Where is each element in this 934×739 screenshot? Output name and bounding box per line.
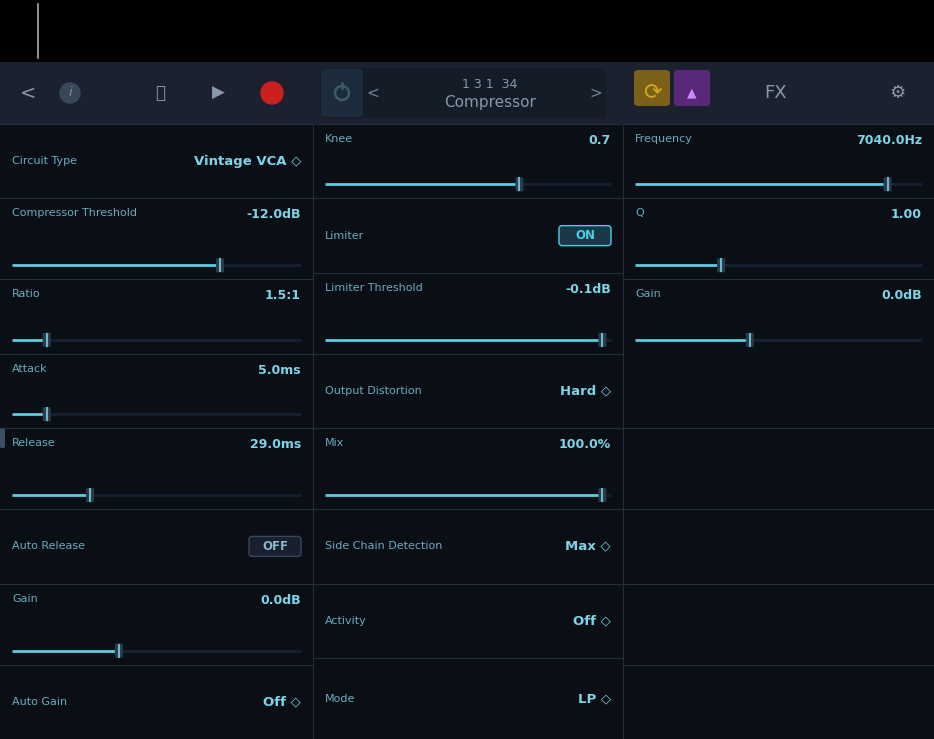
- Text: Mix: Mix: [325, 438, 345, 449]
- FancyBboxPatch shape: [884, 177, 892, 191]
- Circle shape: [261, 82, 283, 104]
- FancyBboxPatch shape: [717, 259, 725, 273]
- Text: <: <: [367, 86, 379, 101]
- FancyBboxPatch shape: [599, 488, 606, 503]
- Text: Frequency: Frequency: [635, 134, 693, 144]
- Text: ⏮: ⏮: [155, 84, 165, 102]
- Text: -0.1dB: -0.1dB: [565, 283, 611, 296]
- Text: 1 3 1  34: 1 3 1 34: [462, 78, 517, 90]
- Text: 1.00: 1.00: [891, 208, 922, 222]
- FancyBboxPatch shape: [559, 225, 611, 245]
- Text: Off ◇: Off ◇: [263, 695, 301, 708]
- Text: 0.7: 0.7: [588, 134, 611, 147]
- FancyBboxPatch shape: [43, 333, 50, 347]
- Text: Auto Gain: Auto Gain: [12, 697, 67, 706]
- FancyBboxPatch shape: [746, 333, 754, 347]
- Text: Activity: Activity: [325, 616, 367, 626]
- Text: Auto Release: Auto Release: [12, 542, 85, 551]
- Text: 0.0dB: 0.0dB: [261, 593, 301, 607]
- Text: OFF: OFF: [262, 540, 288, 553]
- FancyBboxPatch shape: [86, 488, 94, 503]
- Text: 0.0dB: 0.0dB: [882, 290, 922, 302]
- Text: Release: Release: [12, 438, 56, 449]
- Text: Compressor Threshold: Compressor Threshold: [12, 208, 137, 219]
- FancyBboxPatch shape: [634, 70, 670, 106]
- Text: Gain: Gain: [12, 593, 37, 604]
- FancyBboxPatch shape: [599, 333, 606, 347]
- Text: >: >: [589, 86, 602, 101]
- Text: ⚙: ⚙: [889, 84, 905, 102]
- FancyBboxPatch shape: [320, 68, 606, 118]
- Text: Output Distortion: Output Distortion: [325, 386, 422, 396]
- Text: i: i: [68, 86, 72, 100]
- Circle shape: [60, 83, 80, 103]
- Text: FX: FX: [765, 84, 787, 102]
- Text: Vintage VCA ◇: Vintage VCA ◇: [193, 154, 301, 168]
- Text: Ratio: Ratio: [12, 290, 40, 299]
- FancyBboxPatch shape: [0, 428, 5, 449]
- FancyBboxPatch shape: [216, 259, 224, 273]
- Text: 5.0ms: 5.0ms: [259, 364, 301, 377]
- Text: ▶: ▶: [212, 84, 224, 102]
- Text: Max ◇: Max ◇: [565, 540, 611, 553]
- Text: Hard ◇: Hard ◇: [559, 384, 611, 398]
- FancyBboxPatch shape: [115, 644, 123, 658]
- Bar: [0, 62, 934, 124]
- Text: 7040.0Hz: 7040.0Hz: [856, 134, 922, 147]
- Text: -12.0dB: -12.0dB: [247, 208, 301, 222]
- Text: Off ◇: Off ◇: [573, 614, 611, 627]
- Text: Limiter: Limiter: [325, 231, 364, 241]
- Text: Gain: Gain: [635, 290, 660, 299]
- Text: ⟳: ⟳: [643, 83, 661, 103]
- Text: Attack: Attack: [12, 364, 48, 374]
- FancyBboxPatch shape: [674, 70, 710, 106]
- Text: 1.5:1: 1.5:1: [265, 290, 301, 302]
- Text: Limiter Threshold: Limiter Threshold: [325, 283, 423, 293]
- Text: Circuit Type: Circuit Type: [12, 156, 77, 166]
- Text: <: <: [20, 84, 36, 103]
- Text: Mode: Mode: [325, 693, 355, 704]
- FancyBboxPatch shape: [43, 407, 50, 421]
- Text: 100.0%: 100.0%: [559, 438, 611, 452]
- Text: Q: Q: [635, 208, 644, 219]
- FancyBboxPatch shape: [249, 537, 301, 556]
- Text: Knee: Knee: [325, 134, 353, 144]
- Text: LP ◇: LP ◇: [578, 692, 611, 705]
- FancyBboxPatch shape: [516, 177, 523, 191]
- Text: Side Chain Detection: Side Chain Detection: [325, 542, 443, 551]
- Text: 29.0ms: 29.0ms: [249, 438, 301, 452]
- Text: Compressor: Compressor: [444, 95, 536, 109]
- Bar: [0, 0, 934, 62]
- Text: ON: ON: [575, 229, 595, 242]
- FancyBboxPatch shape: [321, 69, 363, 117]
- Text: ▲: ▲: [687, 86, 697, 100]
